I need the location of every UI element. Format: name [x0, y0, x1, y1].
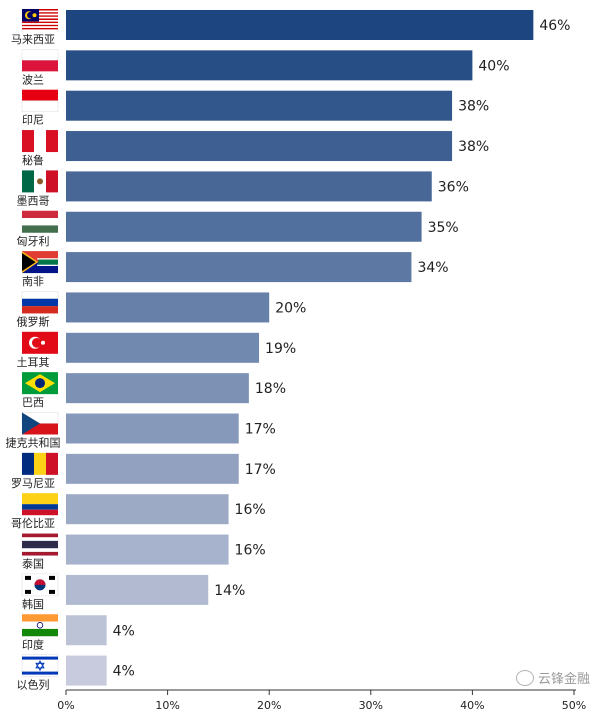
value-label-12: 16%	[235, 502, 266, 518]
value-label-5: 35%	[428, 220, 459, 236]
watermark-text: 云锋金融	[537, 672, 590, 687]
turkey-flag-icon	[22, 331, 58, 354]
czech-flag-icon	[21, 412, 59, 435]
value-label-11: 17%	[245, 462, 276, 478]
peru-flag-icon	[22, 130, 58, 153]
category-label-14: 韩国	[22, 597, 44, 611]
category-label-13: 泰国	[22, 557, 44, 571]
bar-5	[66, 211, 422, 242]
category-label-8: 土耳其	[17, 356, 50, 369]
colombia-flag-icon	[22, 493, 58, 516]
malaysia-flag-icon	[22, 9, 58, 31]
category-labels: 马来西亚波兰印尼秘鲁墨西哥匈牙利南非俄罗斯土耳其巴西捷克共和国罗马尼亚哥伦比亚泰…	[6, 33, 61, 692]
x-axis: 0% 10% 20% 30% 40% 50%	[57, 689, 586, 712]
romania-flag-icon	[22, 452, 58, 475]
bar-14	[66, 574, 209, 605]
value-label-4: 36%	[438, 179, 469, 195]
bar-6	[66, 252, 412, 283]
category-label-15: 印度	[22, 637, 44, 651]
category-label-5: 匈牙利	[17, 234, 50, 248]
category-label-11: 罗马尼亚	[11, 477, 55, 490]
x-tick-label-0: 0%	[57, 699, 74, 712]
value-label-3: 38%	[458, 139, 489, 155]
category-label-3: 秘鲁	[22, 153, 44, 167]
value-label-2: 38%	[458, 99, 489, 115]
category-label-2: 印尼	[22, 114, 44, 127]
bars-layer	[66, 10, 534, 686]
category-label-16: 以色列	[17, 678, 50, 692]
bar-0	[66, 10, 534, 40]
watermark: 云锋金融	[515, 668, 590, 687]
value-label-16: 4%	[113, 664, 135, 680]
wechat-icon	[515, 669, 534, 686]
brazil-flag-icon	[22, 372, 58, 395]
flags-layer	[21, 9, 59, 677]
category-label-12: 哥伦比亚	[11, 516, 55, 530]
value-label-13: 16%	[235, 543, 266, 559]
bar-12	[66, 494, 229, 525]
category-label-7: 俄罗斯	[17, 315, 50, 328]
value-label-6: 34%	[417, 260, 448, 276]
category-label-4: 墨西哥	[17, 194, 50, 207]
israel-flag-icon	[21, 654, 59, 677]
bar-13	[66, 534, 229, 565]
category-label-0: 马来西亚	[11, 33, 55, 46]
x-tick-label-1: 10%	[155, 699, 179, 712]
hungary-flag-icon	[22, 210, 58, 233]
bar-7	[66, 292, 270, 323]
bar-1	[66, 50, 473, 81]
category-label-6: 南非	[22, 275, 44, 288]
bar-8	[66, 332, 260, 363]
value-label-7: 20%	[275, 300, 306, 316]
mexico-flag-icon	[22, 170, 58, 193]
korea-flag-icon	[21, 573, 59, 597]
value-label-0: 46%	[539, 18, 570, 34]
bar-16	[66, 655, 107, 686]
value-label-14: 14%	[214, 583, 245, 599]
value-labels: 46% 40% 38% 38% 36% 35% 34% 20% 19% 18% 17% 17% 16% 1…	[113, 18, 571, 680]
x-tick-label-2: 20%	[257, 699, 281, 712]
bar-11	[66, 453, 239, 484]
bar-15	[66, 615, 107, 646]
south-africa-flag-icon	[22, 251, 58, 274]
category-label-10: 捷克共和国	[6, 436, 61, 450]
bar-10	[66, 413, 239, 444]
poland-flag-icon	[21, 49, 59, 72]
india-flag-icon	[22, 614, 58, 637]
value-label-9: 18%	[255, 381, 286, 397]
value-label-1: 40%	[478, 58, 509, 74]
category-label-9: 巴西	[22, 396, 44, 409]
bar-4	[66, 171, 432, 202]
thailand-flag-icon	[22, 533, 58, 556]
russia-flag-icon	[21, 291, 59, 314]
indonesia-flag-icon	[21, 89, 59, 112]
category-label-1: 波兰	[22, 73, 44, 86]
bar-2	[66, 90, 453, 121]
x-tick-label-3: 30%	[359, 699, 383, 712]
bar-9	[66, 373, 249, 404]
x-tick-label-4: 40%	[460, 699, 484, 712]
value-label-15: 4%	[113, 623, 135, 639]
bar-3	[66, 131, 453, 162]
x-tick-label-5: 50%	[562, 699, 586, 712]
value-label-8: 19%	[265, 341, 296, 357]
value-label-10: 17%	[245, 422, 276, 438]
